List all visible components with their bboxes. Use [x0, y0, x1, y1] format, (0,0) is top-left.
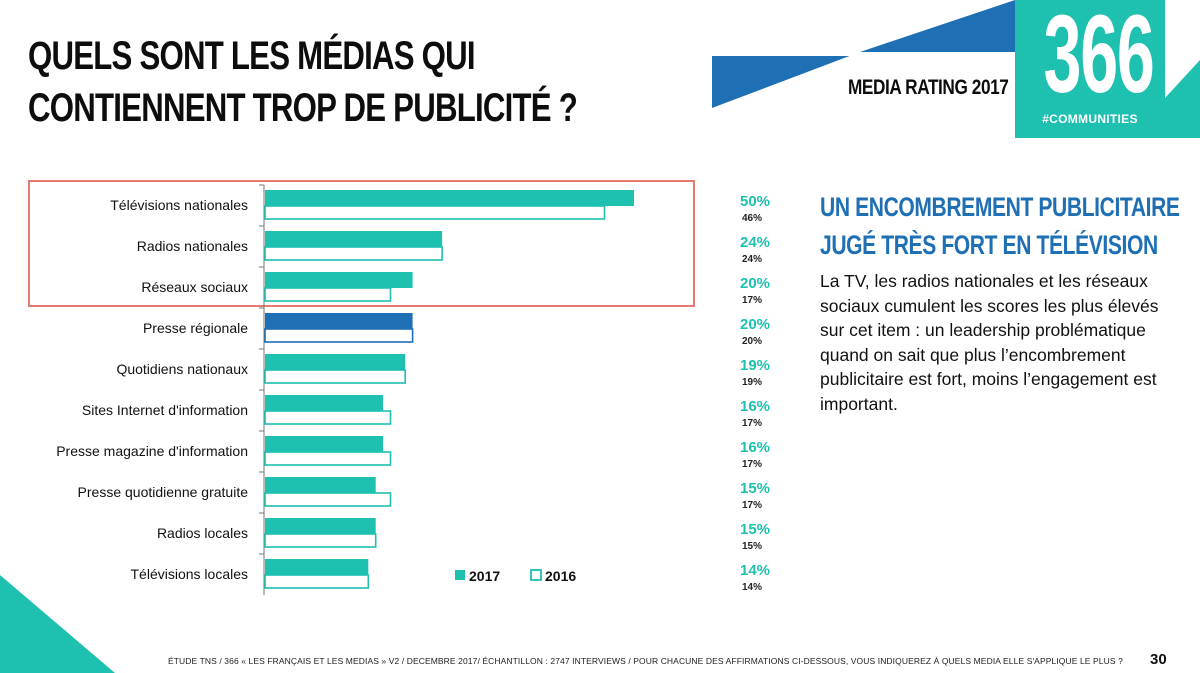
side-title-line1: UN ENCOMBREMENT PUBLICITAIRE — [820, 192, 1180, 222]
category-label: Sites Internet d'information — [82, 402, 248, 418]
media-rating-label: MEDIA RATING 2017 — [848, 76, 1009, 99]
category-label: Presse quotidienne gratuite — [78, 484, 249, 500]
category-label: Presse régionale — [143, 320, 248, 336]
value-label-2017: 15% — [740, 480, 770, 497]
highlight-box — [28, 180, 695, 307]
value-label-2017: 16% — [740, 439, 770, 456]
logo-number: 366 — [1043, 0, 1155, 116]
footer-source: ÉTUDE TNS / 366 « LES FRANÇAIS ET LES ME… — [168, 656, 1123, 666]
bar-2017 — [265, 477, 376, 493]
legend-swatch-2016 — [530, 569, 542, 581]
value-label-2017: 16% — [740, 398, 770, 415]
bar-2016 — [264, 287, 392, 302]
bar-2017 — [265, 190, 634, 206]
category-label: Télévisions locales — [131, 566, 249, 582]
bar-2016 — [264, 574, 370, 589]
value-label-2016: 17% — [742, 418, 762, 429]
brand-logo: 366 #COMMUNITIES — [1015, 0, 1165, 138]
bar-2017 — [265, 272, 413, 288]
legend-label-2017: 2017 — [469, 568, 500, 584]
value-label-2017: 20% — [740, 316, 770, 333]
value-label-2016: 46% — [742, 213, 762, 224]
bar-2016 — [264, 451, 392, 466]
bar-2016 — [264, 328, 414, 343]
value-label-2017: 15% — [740, 521, 770, 538]
value-label-2016: 20% — [742, 336, 762, 347]
category-label: Presse magazine d'information — [56, 443, 248, 459]
side-title-line2: JUGÉ TRÈS FORT EN TÉLÉVISION — [820, 230, 1158, 260]
value-label-2016: 17% — [742, 459, 762, 470]
bar-2016 — [264, 246, 443, 261]
category-label: Télévisions nationales — [110, 197, 248, 213]
bar-2016 — [264, 205, 606, 220]
bar-2016 — [264, 369, 407, 384]
bar-2017 — [265, 395, 384, 411]
value-label-2016: 17% — [742, 295, 762, 306]
category-label: Radios nationales — [137, 238, 248, 254]
category-label: Réseaux sociaux — [141, 279, 248, 295]
value-label-2016: 17% — [742, 500, 762, 511]
value-label-2017: 24% — [740, 234, 770, 251]
value-label-2017: 50% — [740, 193, 770, 210]
value-label-2017: 14% — [740, 562, 770, 579]
bar-2016 — [264, 533, 377, 548]
logo-tagline: #COMMUNITIES — [1042, 112, 1138, 126]
bar-2017 — [265, 231, 443, 247]
value-label-2016: 14% — [742, 582, 762, 593]
bar-2016 — [264, 492, 392, 507]
value-label-2017: 20% — [740, 275, 770, 292]
legend-label-2016: 2016 — [545, 568, 576, 584]
value-label-2017: 19% — [740, 357, 770, 374]
page-title-line1: QUELS SONT LES MÉDIAS QUI — [28, 34, 476, 78]
header-blue-wedge — [712, 52, 860, 108]
bar-2017 — [265, 559, 369, 575]
page-title-line2: CONTIENNENT TROP DE PUBLICITÉ ? — [28, 86, 578, 130]
legend-swatch-2017 — [455, 570, 465, 580]
value-label-2016: 15% — [742, 541, 762, 552]
value-label-2016: 19% — [742, 377, 762, 388]
side-title: UN ENCOMBREMENT PUBLICITAIRE JUGÉ TRÈS F… — [820, 188, 1180, 264]
footer-teal-triangle — [0, 575, 115, 673]
header-teal-corner — [1165, 60, 1200, 138]
category-label: Radios locales — [157, 525, 248, 541]
category-label: Quotidiens nationaux — [116, 361, 248, 377]
bar-2016 — [264, 410, 392, 425]
page-number: 30 — [1150, 651, 1167, 668]
bar-2017 — [265, 313, 413, 329]
bar-2017 — [265, 436, 384, 452]
bar-2017 — [265, 518, 376, 534]
side-body-text: La TV, les radios nationales et les rése… — [820, 271, 1159, 414]
page-title: QUELS SONT LES MÉDIAS QUI CONTIENNENT TR… — [28, 30, 578, 134]
header-blue-triangle — [860, 0, 1015, 52]
value-label-2016: 24% — [742, 254, 762, 265]
bar-2017 — [265, 354, 406, 370]
